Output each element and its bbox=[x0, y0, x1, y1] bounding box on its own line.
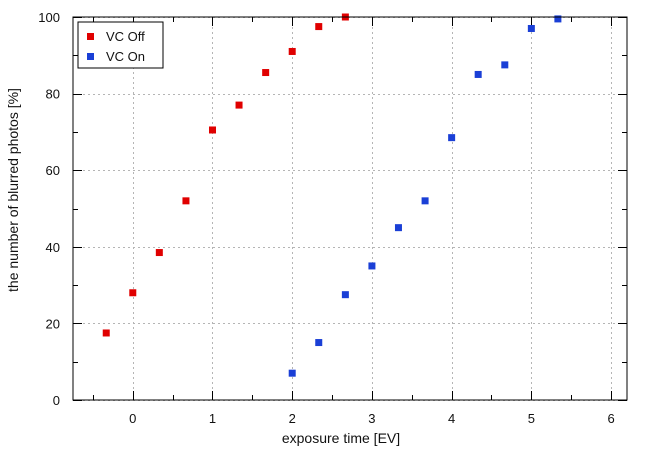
legend-box bbox=[77, 21, 164, 69]
y-tick-label: 20 bbox=[46, 316, 60, 331]
legend-marker-vc-on bbox=[87, 53, 94, 60]
data-point-vc-on bbox=[288, 369, 296, 377]
x-tick-label: 2 bbox=[289, 411, 296, 426]
y-tick-labels: 0 20 40 60 80 100 bbox=[38, 10, 60, 408]
grid-lines bbox=[73, 17, 627, 401]
data-point-vc-on bbox=[421, 197, 429, 205]
data-points bbox=[102, 13, 562, 377]
y-tick-label: 100 bbox=[38, 10, 60, 25]
legend: VC Off VC On bbox=[77, 21, 164, 69]
data-point-vc-off bbox=[235, 101, 243, 109]
data-point-vc-on bbox=[315, 339, 323, 347]
data-point-vc-off bbox=[288, 47, 296, 55]
y-tick-label: 60 bbox=[46, 163, 60, 178]
data-point-vc-on bbox=[368, 262, 376, 270]
data-point-vc-off bbox=[129, 289, 137, 297]
data-point-vc-off bbox=[102, 329, 110, 337]
data-point-vc-on bbox=[527, 24, 535, 32]
data-point-vc-off bbox=[315, 23, 323, 31]
x-tick-label: 1 bbox=[209, 411, 216, 426]
plot-frame bbox=[72, 16, 628, 401]
x-tick-label: 4 bbox=[448, 411, 455, 426]
legend-marker-vc-off bbox=[87, 33, 94, 40]
legend-label-vc-on: VC On bbox=[106, 49, 145, 64]
data-point-vc-off bbox=[208, 126, 216, 134]
x-tick-label: 6 bbox=[607, 411, 614, 426]
data-point-vc-on bbox=[448, 134, 456, 142]
x-tick-label: 5 bbox=[528, 411, 535, 426]
x-axis-title: exposure time [EV] bbox=[282, 430, 400, 446]
data-point-vc-off bbox=[262, 69, 270, 77]
x-tick-label: 0 bbox=[129, 411, 136, 426]
y-tick-label: 0 bbox=[53, 393, 60, 408]
data-point-vc-off bbox=[155, 249, 163, 257]
axis-ticks bbox=[73, 17, 627, 401]
y-tick-label: 80 bbox=[46, 87, 60, 102]
data-point-vc-on bbox=[394, 224, 402, 232]
x-tick-label: 3 bbox=[368, 411, 375, 426]
y-axis-title: the number of blurred photos [%] bbox=[5, 88, 21, 292]
data-point-vc-on bbox=[501, 61, 509, 69]
data-point-vc-on bbox=[341, 291, 349, 299]
data-point-vc-on bbox=[554, 15, 562, 23]
data-point-vc-on bbox=[474, 70, 482, 78]
legend-label-vc-off: VC Off bbox=[106, 29, 145, 44]
x-tick-labels: 0 1 2 3 4 5 6 bbox=[129, 411, 615, 426]
data-point-vc-off bbox=[182, 197, 190, 205]
y-tick-label: 40 bbox=[46, 240, 60, 255]
